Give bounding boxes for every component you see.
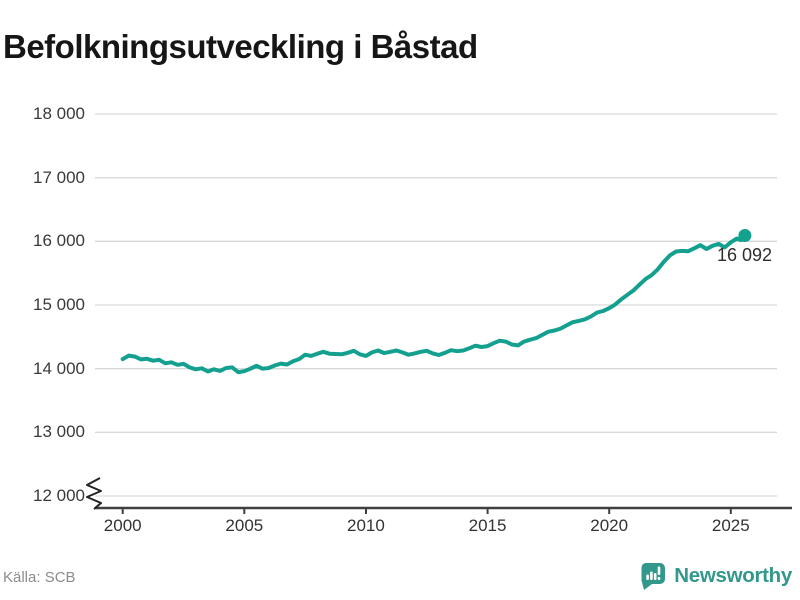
y-tick-label: 13 000 — [33, 422, 85, 442]
x-tick-label: 2025 — [711, 516, 750, 535]
last-point-marker — [738, 229, 752, 242]
axis-break-icon — [86, 477, 102, 510]
y-tick-label: 12 000 — [33, 486, 85, 505]
y-tick-label: 18 000 — [33, 104, 85, 123]
newsworthy-pin-barchart-icon — [641, 562, 666, 590]
end-value-label: 16 092 — [716, 245, 772, 265]
x-tick-label: 2020 — [590, 516, 629, 535]
x-tick-label: 2015 — [468, 516, 507, 535]
x-tick-label: 2005 — [225, 516, 264, 535]
y-tick-label: 16 000 — [33, 231, 85, 251]
source-caption: Källa: SCB — [3, 569, 76, 586]
y-tick-label: 14 000 — [33, 358, 85, 378]
y-tick-label: 17 000 — [33, 167, 85, 187]
newsworthy-logo: Newsworthy — [639, 561, 792, 590]
y-tick-label: 15 000 — [33, 295, 85, 314]
x-tick-label: 2010 — [347, 516, 385, 535]
population-line — [120, 233, 747, 375]
chart-title: Befolkningsutveckling i Båstad — [3, 28, 478, 66]
newsworthy-wordmark: Newsworthy — [674, 563, 792, 587]
x-tick-label: 2000 — [103, 516, 142, 535]
